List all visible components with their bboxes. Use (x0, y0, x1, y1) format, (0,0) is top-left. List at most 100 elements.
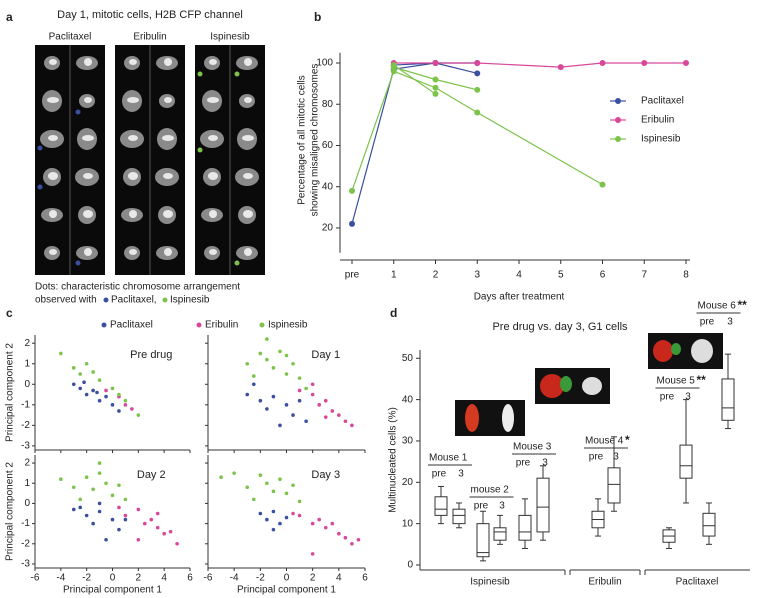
y-tick-label: 2 (24, 338, 30, 349)
chart-title: Pre drug vs. day 3, G1 cells (492, 321, 628, 333)
column-label: Paclitaxel (49, 32, 92, 43)
y-tick-label: 100 (316, 58, 333, 69)
chromatin (82, 135, 94, 141)
chromatin (129, 59, 137, 65)
legend-marker (196, 322, 202, 328)
x-label: pre (516, 458, 531, 469)
marker-dot (37, 145, 43, 151)
scatter-point (343, 535, 348, 540)
scatter-point (155, 511, 160, 516)
scatter-point (59, 477, 63, 482)
scatter-point (59, 351, 63, 356)
scatter-point (284, 491, 289, 496)
legend-label: Eribulin (205, 320, 238, 331)
y-tick-label: 30 (402, 436, 414, 447)
chromatin (209, 59, 217, 65)
panel-title: Pre drug (130, 349, 172, 361)
x-axis-label: Principal component 1 (63, 585, 162, 596)
significance: * (625, 433, 630, 447)
scatter-point (337, 531, 341, 536)
scatter-point (245, 361, 250, 366)
caption: Dots: characteristic chromosome arrangem… (35, 282, 240, 293)
y-tick-label: 2 (24, 458, 30, 469)
scatter-point (95, 390, 99, 395)
chromatin (84, 248, 92, 256)
y-tick-label: 10 (402, 518, 414, 529)
x-tick-label: 2 (136, 573, 142, 584)
x-axis-label: Principal component 1 (237, 585, 336, 596)
x-label: pre (432, 469, 447, 480)
chromatin (49, 59, 57, 65)
box (607, 467, 621, 504)
scatter-point (297, 499, 302, 504)
panel-title: Day 2 (137, 469, 166, 481)
data-point (474, 70, 481, 77)
box (452, 508, 466, 525)
scatter-point (123, 398, 128, 403)
data-point (557, 64, 564, 71)
scatter-point (142, 521, 147, 526)
scatter-point (323, 415, 328, 419)
scatter-point (251, 497, 256, 502)
legend-marker (259, 322, 265, 328)
group-label: Eribulin (588, 577, 621, 588)
legend-label: Ispinesib (268, 320, 308, 331)
scatter-point (310, 552, 315, 556)
significance: ** (738, 298, 748, 312)
scatter-point (78, 497, 83, 502)
x-tick-label: 6 (600, 270, 606, 281)
scatter-point (84, 475, 89, 479)
y-tick-label: -2 (21, 420, 30, 431)
scatter-point (278, 477, 282, 482)
caption: Ispinesib (170, 295, 210, 306)
marker-dot (197, 147, 203, 153)
data-point (349, 187, 355, 194)
scatter-point (251, 382, 256, 387)
panel-title: Day 1 (311, 349, 340, 361)
scatter-point (82, 380, 86, 385)
chromatin (84, 58, 92, 66)
scatter-point (291, 413, 295, 417)
x-label: 3 (499, 501, 505, 512)
scatter-point (117, 527, 121, 532)
scatter-point (110, 386, 115, 391)
x-tick-label: 4 (161, 573, 167, 584)
marker-dot (234, 260, 240, 266)
data-point (432, 60, 439, 67)
scatter-point (84, 513, 89, 518)
marker-dot (197, 71, 203, 77)
y-tick-label: 50 (402, 353, 414, 364)
scatter-point (310, 521, 315, 526)
box (518, 514, 532, 541)
panel-a-title: Day 1, mitotic cells, H2B CFP channel (57, 9, 243, 21)
scatter-point (84, 392, 89, 397)
scatter-point (337, 413, 341, 417)
x-label: pre (474, 501, 489, 512)
chromatin (47, 97, 59, 103)
scatter-point (232, 471, 236, 475)
x-tick-label: 7 (641, 270, 647, 281)
y-axis-label: Percentage of all mitotic cells (297, 75, 308, 205)
significance: ** (697, 373, 707, 387)
chromatin (164, 58, 172, 66)
x-tick-label: 1 (391, 270, 397, 281)
scatter-point (162, 531, 166, 536)
x-tick-label: 2 (433, 270, 439, 281)
panel-title: Day 3 (311, 469, 340, 481)
data-point (474, 60, 481, 67)
y-tick-label: 40 (322, 181, 334, 192)
scatter-point (356, 537, 361, 542)
box (493, 527, 507, 541)
chromatin (164, 97, 172, 103)
x-label: 3 (727, 317, 733, 328)
scatter-point (104, 394, 108, 399)
mouse-label: Mouse 6 (698, 301, 737, 312)
data-point (599, 181, 606, 188)
x-tick-label: 0 (110, 573, 116, 584)
x-label: 3 (613, 452, 619, 463)
y-tick-label: -3 (21, 559, 30, 570)
scatter-point (265, 481, 269, 486)
scatter-point (136, 507, 141, 512)
caption: Paclitaxel, (111, 295, 157, 306)
y-tick-label: -1 (21, 399, 30, 410)
